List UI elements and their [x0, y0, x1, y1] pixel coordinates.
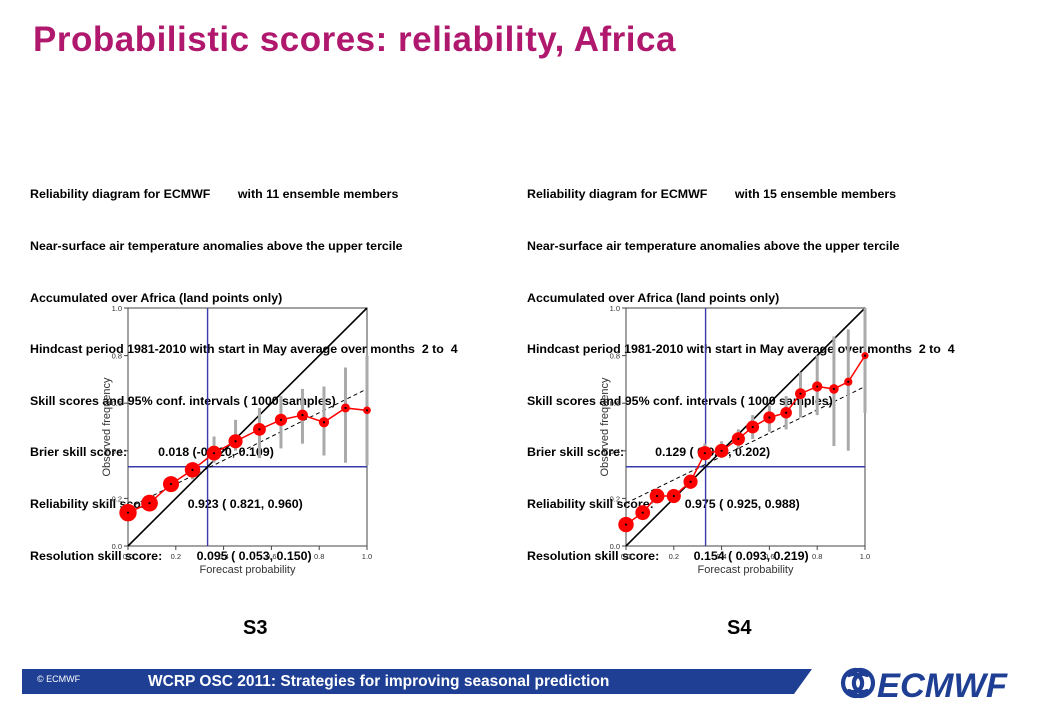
footer-band	[22, 669, 812, 694]
reliability-point-center	[655, 494, 659, 498]
x-tick-label: 1.0	[362, 552, 372, 561]
reliability-point-center	[344, 406, 347, 410]
reliability-point-center	[234, 440, 237, 443]
x-tick-label: 0.6	[266, 552, 276, 561]
s4-header-line: Near-surface air temperature anomalies a…	[527, 239, 900, 254]
s3-caption: S3	[243, 617, 268, 639]
s4-header-block: Reliability diagram for ECMWF with 15 en…	[527, 152, 955, 582]
copyright-text: © ECMWF	[37, 674, 81, 684]
x-tick-label: 0.4	[716, 552, 726, 561]
s4-header-line: Resolution skill score: 0.154 ( 0.093, 0…	[527, 548, 809, 563]
footer-band-shape	[22, 669, 812, 694]
s3-header-line: Resolution skill score: 0.095 ( 0.053, 0…	[30, 548, 312, 563]
perfect-reliability-diagonal	[127, 307, 368, 547]
x-tick-label: 0.8	[314, 552, 324, 561]
y-tick-label: 1.0	[610, 304, 620, 313]
x-axis-label: Forecast probability	[698, 564, 794, 576]
reliability-point-center	[768, 416, 771, 419]
reliability-point-center	[785, 411, 788, 414]
reliability-point-center	[863, 354, 867, 357]
reliability-point-center	[365, 409, 369, 412]
reliability-point-center	[703, 452, 706, 455]
plot-frame	[625, 307, 866, 547]
reliability-point-center	[816, 385, 819, 388]
y-tick-label: 0.6	[610, 399, 620, 408]
x-tick-label: 0.0	[621, 552, 631, 561]
x-tick-label: 0.8	[812, 552, 822, 561]
x-axis-label: Forecast probability	[200, 564, 296, 576]
x-tick-label: 0.6	[764, 552, 774, 561]
reliability-point-center	[279, 418, 283, 421]
x-tick-label: 1.0	[860, 552, 870, 561]
reliability-point-center	[126, 511, 130, 514]
s4-caption: S4	[727, 617, 752, 639]
y-tick-label: 0.2	[112, 494, 122, 503]
ecmwf-logo: ECMWF	[840, 667, 1008, 703]
reliability-point-center	[832, 387, 836, 391]
reliability-point-center	[169, 483, 173, 486]
s3-header-line: Accumulated over Africa (land points onl…	[30, 290, 283, 305]
y-tick-label: 0.8	[112, 352, 122, 361]
y-tick-label: 0.8	[610, 352, 620, 361]
s4-reliability-diagram: 0.0 0.2 0.4 0.6 0.8 1.0 0.0 0.2 0.4 0.6 0.8 1.0 Fore…	[599, 304, 870, 576]
footer-text: WCRP OSC 2011: Strategies for improving …	[148, 673, 610, 690]
s3-header-line: Near-surface air temperature anomalies a…	[30, 239, 403, 254]
reliability-point-center	[301, 414, 304, 417]
ecmwf-logo-text: ECMWF	[877, 667, 1008, 703]
s4-header-line: Hindcast period 1981-2010 with start in …	[527, 342, 955, 357]
y-tick-label: 0.4	[610, 447, 620, 456]
y-tick-label: 0.6	[112, 399, 122, 408]
y-axis-label: Observed frequency	[101, 377, 113, 477]
s3-reliability-diagram: 0.0 0.2 0.4 0.6 0.8 1.0 0.0 0.2 0.4 0.6 0.8 1.0 Fore…	[101, 304, 372, 576]
s3-header-block: Reliability diagram for ECMWF with 11 en…	[30, 152, 458, 582]
reliability-point-center	[689, 480, 692, 483]
ecmwf-logo-swirl	[840, 667, 876, 699]
x-tick-label: 0.4	[218, 552, 228, 561]
s4-header-line: Reliability diagram for ECMWF with 15 en…	[527, 187, 897, 202]
x-tick-label: 0.0	[123, 552, 133, 561]
page-title: Probabilistic scores: reliability, Afric…	[33, 20, 676, 59]
s3-header-line: Reliability skill score: 0.923 ( 0.821, …	[30, 497, 303, 512]
reliability-point-center	[672, 494, 675, 498]
x-tick-label: 0.2	[669, 552, 679, 561]
x-tick-label: 0.2	[171, 552, 181, 561]
reliability-curve	[127, 407, 368, 514]
s3-header-line: Hindcast period 1981-2010 with start in …	[30, 342, 458, 357]
reliability-point-center	[641, 511, 644, 514]
reliability-point-center	[191, 468, 194, 471]
reliability-point-center	[258, 428, 261, 431]
reliability-point-center	[322, 421, 326, 424]
y-tick-label: 0.0	[610, 542, 620, 551]
s3-header-line: Skill scores and 95% conf. intervals ( 1…	[30, 393, 336, 408]
s3-header-line: Reliability diagram for ECMWF with 11 en…	[30, 187, 399, 202]
y-tick-label: 1.0	[112, 304, 122, 313]
reliability-curve	[625, 355, 866, 526]
reliability-point-center	[799, 392, 802, 395]
reliability-point-center	[847, 380, 850, 383]
s4-header-line: Skill scores and 95% conf. intervals ( 1…	[527, 393, 833, 408]
reliability-point-center	[212, 452, 216, 455]
reliability-point-center	[751, 425, 754, 429]
reliability-point-center	[624, 523, 628, 526]
perfect-reliability-diagonal	[625, 307, 866, 547]
s4-header-line: Brier skill score: 0.129 ( 0.023, 0.202)	[527, 445, 771, 460]
s4-header-line: Reliability skill score: 0.975 ( 0.925, …	[527, 497, 800, 512]
s3-header-line: Brier skill score: 0.018 (-0.120, 0.109)	[30, 445, 274, 460]
reliability-point-center	[720, 449, 723, 452]
regression-fit-line	[625, 386, 866, 504]
y-tick-label: 0.0	[112, 542, 122, 551]
y-tick-label: 0.2	[610, 494, 620, 503]
y-tick-label: 0.4	[112, 447, 122, 456]
y-axis-label: Observed frequency	[599, 377, 611, 477]
s4-header-line: Accumulated over Africa (land points onl…	[527, 290, 780, 305]
reliability-point-center	[148, 502, 151, 505]
reliability-point-center	[737, 437, 740, 440]
